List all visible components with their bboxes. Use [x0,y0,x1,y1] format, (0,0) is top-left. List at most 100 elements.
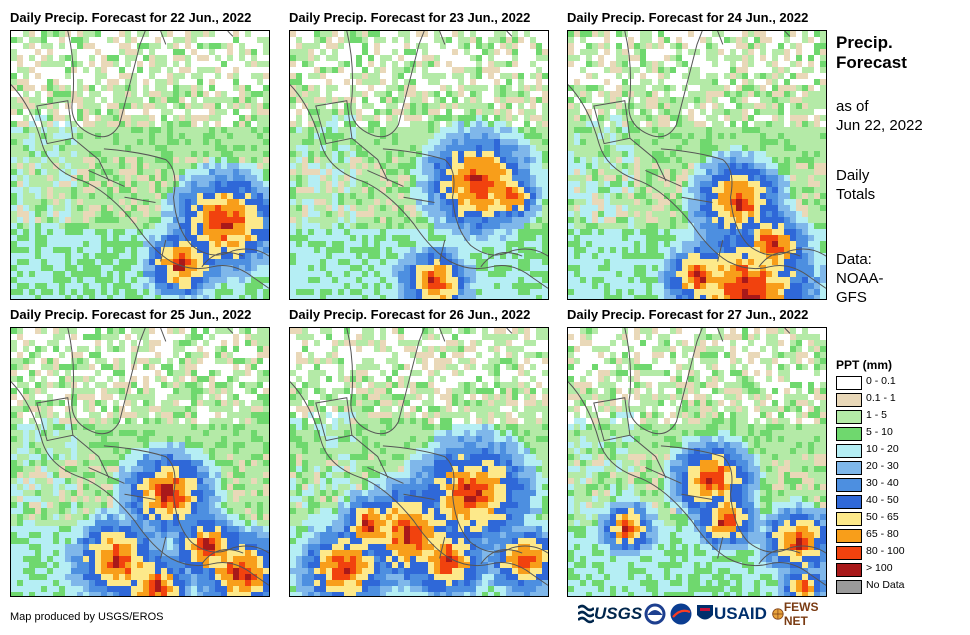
legend-label: 65 - 80 [866,528,899,540]
legend-label: 10 - 20 [866,443,899,455]
coastline [290,381,548,586]
precip-grid [290,31,548,299]
legend-label: > 100 [866,562,893,574]
coastline [382,445,548,554]
legend-label: 5 - 10 [866,426,893,438]
panel-title: Daily Precip. Forecast for 22 Jun., 2022 [10,10,252,25]
forecast-map [10,30,270,300]
coastline [72,434,156,500]
legend-swatch [836,512,862,526]
usaid-logo: USAID [696,601,767,627]
coastline [717,536,801,565]
border-line [315,100,353,145]
forecast-map [567,30,827,300]
usaid-logo-text: USAID [714,604,767,623]
coastline [346,328,425,435]
legend-label: No Data [866,579,905,591]
data-source-text: Data: NOAA- GFS [836,250,884,307]
data-line2: NOAA- [836,270,884,287]
coastline [160,31,234,45]
panel-title: Daily Precip. Forecast for 26 Jun., 2022 [289,307,531,322]
as-of-text: as of Jun 22, 2022 [836,97,923,135]
legend-swatch [836,393,862,407]
legend-label: 0 - 0.1 [866,375,896,387]
precip-grid [11,31,269,299]
forecast-map [289,327,549,597]
coastline [568,84,826,289]
legend-swatch [836,546,862,560]
precip-grid [568,328,826,596]
data-line1: Data: [836,251,872,268]
as-of-line1: as of [836,98,869,115]
coastline [346,31,425,138]
totals-text: Daily Totals [836,166,875,204]
legend-swatch [836,461,862,475]
coastline [103,148,269,257]
usgs-logo: USGS [578,601,642,627]
coastline [160,239,244,268]
noaa-logo [644,601,666,627]
legend-swatch [836,410,862,424]
precip-grid [11,328,269,596]
coastline [103,445,269,554]
coastline [660,148,826,257]
coastline [717,328,791,342]
legend-swatch [836,478,862,492]
legend-swatch [836,580,862,594]
side-title: Precip. Forecast [836,33,907,73]
legend-label: 20 - 30 [866,460,899,472]
coastline [717,31,791,45]
legend-swatch [836,563,862,577]
coastline [568,381,826,586]
coastline [351,137,435,203]
legend-label: 40 - 50 [866,494,899,506]
legend-swatch [836,427,862,441]
coastline [11,381,269,586]
coastline [72,137,156,203]
as-of-line2: Jun 22, 2022 [836,117,923,134]
panel-title: Daily Precip. Forecast for 24 Jun., 2022 [567,10,809,25]
fews-globe-icon [772,608,784,620]
legend-label: 1 - 5 [866,409,888,421]
panel-title: Daily Precip. Forecast for 25 Jun., 2022 [10,307,252,322]
coastline [67,328,146,435]
coastline [624,31,703,138]
legend-swatch [836,495,862,509]
nasa-seal-icon [670,603,692,625]
nasa-logo [670,601,692,627]
coastline [160,536,244,565]
totals-line2: Totals [836,186,876,203]
panel-title: Daily Precip. Forecast for 23 Jun., 2022 [289,10,531,25]
precip-grid [290,328,548,596]
coastline [351,434,435,500]
noaa-seal-icon [644,603,666,625]
coastline [67,31,146,138]
legend-label: 30 - 40 [866,477,899,489]
coastline [439,239,523,268]
usaid-shield-icon [697,605,713,620]
usgs-wave-icon [578,604,594,624]
data-line3: GFS [836,289,867,306]
coastline [382,148,548,257]
legend-swatch [836,444,862,458]
coastline [439,536,523,565]
side-title-line1: Precip. [836,33,893,52]
fews-logo-text: FEWS NET [783,600,819,628]
fews-logo: FEWS NET [772,600,825,628]
panel-title: Daily Precip. Forecast for 27 Jun., 2022 [567,307,809,322]
legend-swatch [836,376,862,390]
coastline [11,84,269,289]
coastline [624,328,703,435]
precip-grid [568,31,826,299]
forecast-map [567,327,827,597]
side-title-line2: Forecast [836,53,907,72]
legend-swatch [836,529,862,543]
usgs-logo-text: USGS [594,604,643,623]
credit-text: Map produced by USGS/EROS [10,611,164,623]
coastline [290,84,548,289]
coastline [660,445,826,554]
totals-line1: Daily [836,167,870,184]
forecast-map [289,30,549,300]
legend-label: 50 - 65 [866,511,899,523]
coastline [717,239,801,268]
